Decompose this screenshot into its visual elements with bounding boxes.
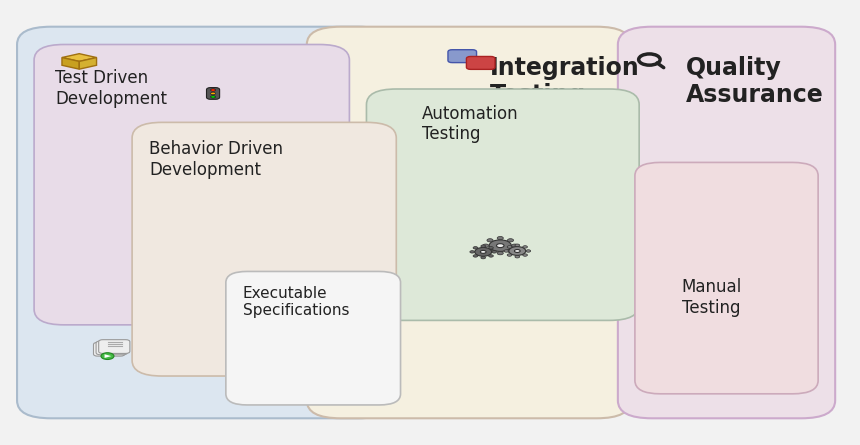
Circle shape — [523, 246, 527, 248]
Circle shape — [487, 249, 493, 253]
Text: Integration
Testing: Integration Testing — [490, 56, 640, 107]
FancyBboxPatch shape — [307, 27, 630, 418]
Circle shape — [497, 251, 503, 255]
Circle shape — [512, 244, 518, 247]
Polygon shape — [62, 57, 79, 69]
Circle shape — [507, 249, 513, 253]
Circle shape — [473, 255, 478, 257]
Circle shape — [515, 255, 519, 258]
Text: Behavior Driven
Development: Behavior Driven Development — [149, 140, 283, 179]
Circle shape — [481, 251, 486, 253]
Circle shape — [492, 251, 496, 253]
FancyBboxPatch shape — [635, 162, 818, 394]
Text: Unit Testing: Unit Testing — [128, 51, 288, 75]
Circle shape — [482, 244, 488, 247]
Circle shape — [523, 254, 527, 256]
Circle shape — [507, 239, 513, 242]
FancyBboxPatch shape — [17, 27, 392, 418]
Circle shape — [507, 246, 512, 248]
FancyBboxPatch shape — [96, 341, 127, 355]
Polygon shape — [79, 57, 96, 69]
FancyBboxPatch shape — [448, 50, 476, 63]
FancyBboxPatch shape — [94, 342, 125, 356]
Circle shape — [488, 247, 494, 249]
Circle shape — [496, 244, 504, 247]
Circle shape — [515, 244, 519, 247]
FancyBboxPatch shape — [617, 27, 835, 418]
FancyBboxPatch shape — [99, 340, 130, 353]
FancyBboxPatch shape — [226, 271, 401, 405]
Text: Quality
Assurance: Quality Assurance — [686, 56, 824, 107]
Circle shape — [489, 240, 512, 251]
Circle shape — [514, 250, 520, 252]
Circle shape — [211, 96, 216, 98]
Circle shape — [211, 89, 216, 91]
Polygon shape — [62, 54, 96, 61]
Text: Test Driven
Development: Test Driven Development — [55, 69, 168, 108]
Text: Manual
Testing: Manual Testing — [682, 278, 742, 317]
FancyBboxPatch shape — [34, 44, 349, 325]
FancyBboxPatch shape — [366, 89, 639, 320]
Circle shape — [497, 236, 503, 240]
Circle shape — [473, 247, 478, 249]
FancyBboxPatch shape — [206, 88, 219, 99]
Circle shape — [481, 256, 486, 259]
Circle shape — [101, 353, 114, 360]
Circle shape — [509, 247, 525, 255]
Circle shape — [211, 92, 216, 95]
Polygon shape — [105, 354, 111, 358]
Circle shape — [504, 250, 508, 252]
Circle shape — [481, 245, 486, 247]
Circle shape — [470, 251, 475, 253]
Circle shape — [488, 255, 494, 257]
Circle shape — [526, 250, 531, 252]
Text: Automation
Testing: Automation Testing — [422, 105, 519, 143]
Text: Executable
Specifications: Executable Specifications — [243, 286, 349, 318]
Circle shape — [507, 254, 512, 256]
Circle shape — [475, 247, 492, 256]
FancyBboxPatch shape — [132, 122, 396, 376]
Circle shape — [487, 239, 493, 242]
FancyBboxPatch shape — [466, 57, 495, 69]
